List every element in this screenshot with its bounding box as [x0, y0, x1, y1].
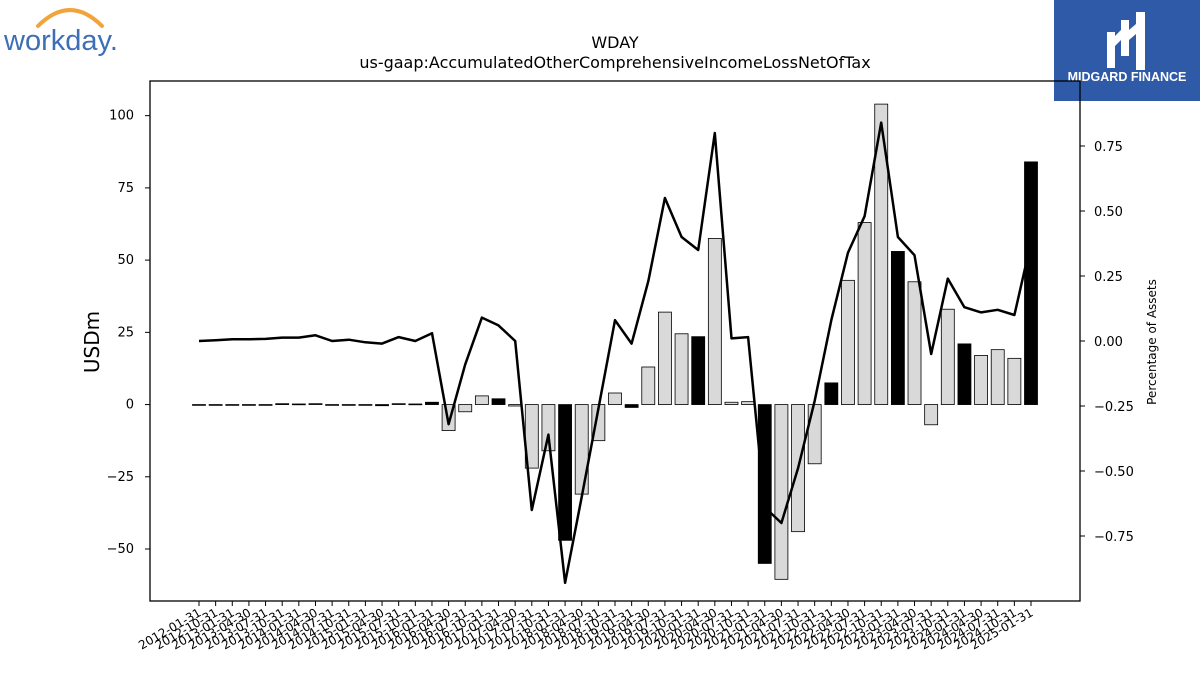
bar [192, 404, 206, 406]
bar [724, 401, 739, 405]
bar [375, 404, 389, 407]
bar [741, 401, 756, 405]
y-tick-label-left: −50 [107, 542, 134, 557]
y-tick-label-right: −0.50 [1094, 465, 1134, 480]
y-tick-label-right: 0.50 [1094, 205, 1123, 220]
bar [757, 404, 772, 564]
bar [208, 404, 223, 406]
bar [358, 404, 373, 406]
y-tick-label-left: 0 [126, 398, 134, 413]
y-tick-label-left: 100 [109, 109, 134, 124]
y-axis-label-right: Percentage of Assets [1145, 279, 1159, 405]
bar [807, 404, 822, 465]
midgard-emblem-icon [1107, 12, 1145, 70]
series-line [198, 121, 1033, 585]
y-axis-label-left: USDm [80, 311, 104, 373]
y-axis-right: −0.75 −0.50 −0.25 0.00 0.25 0.50 0.75 [1080, 140, 1134, 545]
bar [258, 404, 273, 406]
bar [608, 392, 622, 405]
midgard-finance-logo: MIDGARD FINANCE [1054, 0, 1200, 101]
bar [707, 238, 722, 405]
y-tick-label-right: −0.25 [1094, 400, 1134, 415]
bar [291, 403, 306, 406]
bar [325, 404, 340, 406]
bar [974, 355, 988, 405]
bar [691, 336, 706, 405]
bar [275, 403, 290, 405]
y-tick-label-right: −0.75 [1094, 530, 1134, 545]
bar [491, 398, 506, 405]
bar [541, 404, 556, 452]
bar [1007, 357, 1022, 405]
x-axis: 2012-01-312012-10-312013-01-312013-04-30… [136, 601, 1036, 652]
y-axis-left: −50 −25 0 25 50 75 100 [107, 109, 150, 557]
bar [242, 404, 256, 406]
y-tick-label-right: 0.25 [1094, 270, 1123, 285]
bar [391, 403, 406, 405]
bar [924, 404, 939, 426]
y-tick-label-left: 25 [117, 325, 134, 340]
bar [425, 401, 439, 405]
workday-logo-arc [36, 8, 104, 28]
y-tick-label-right: 0.75 [1094, 140, 1123, 155]
workday-logo: workday. [3, 8, 118, 57]
workday-logo-text: workday. [3, 25, 118, 57]
bar [574, 404, 589, 495]
y-tick-label-right: 0.00 [1094, 335, 1123, 350]
bar [624, 404, 639, 408]
bar [857, 222, 872, 405]
bar [308, 403, 323, 405]
chart-title: WDAY [591, 33, 639, 52]
bar [474, 395, 489, 405]
plot-frame [149, 80, 1081, 602]
midgard-logo-text: MIDGARD FINANCE [1068, 70, 1187, 84]
bar [874, 103, 889, 405]
bar [907, 281, 922, 405]
bar [508, 404, 523, 407]
bar [658, 311, 672, 405]
bar [990, 349, 1005, 405]
bar [674, 333, 689, 405]
bar [890, 251, 905, 405]
bar [408, 403, 423, 406]
bar [1024, 161, 1038, 405]
bar [940, 308, 955, 405]
line-series [198, 121, 1033, 585]
bar [774, 404, 789, 580]
bar [341, 404, 356, 406]
bar [957, 343, 972, 405]
bar [558, 404, 572, 541]
bar [824, 382, 839, 405]
y-tick-label-left: −25 [107, 470, 134, 485]
bar [225, 404, 240, 406]
bar-series [192, 103, 1038, 580]
chart-subtitle: us-gaap:AccumulatedOtherComprehensiveInc… [359, 53, 870, 72]
bar [458, 404, 473, 413]
y-tick-label-left: 75 [117, 181, 134, 196]
y-tick-label-left: 50 [117, 253, 134, 268]
bar [641, 366, 656, 405]
bar [841, 279, 855, 405]
